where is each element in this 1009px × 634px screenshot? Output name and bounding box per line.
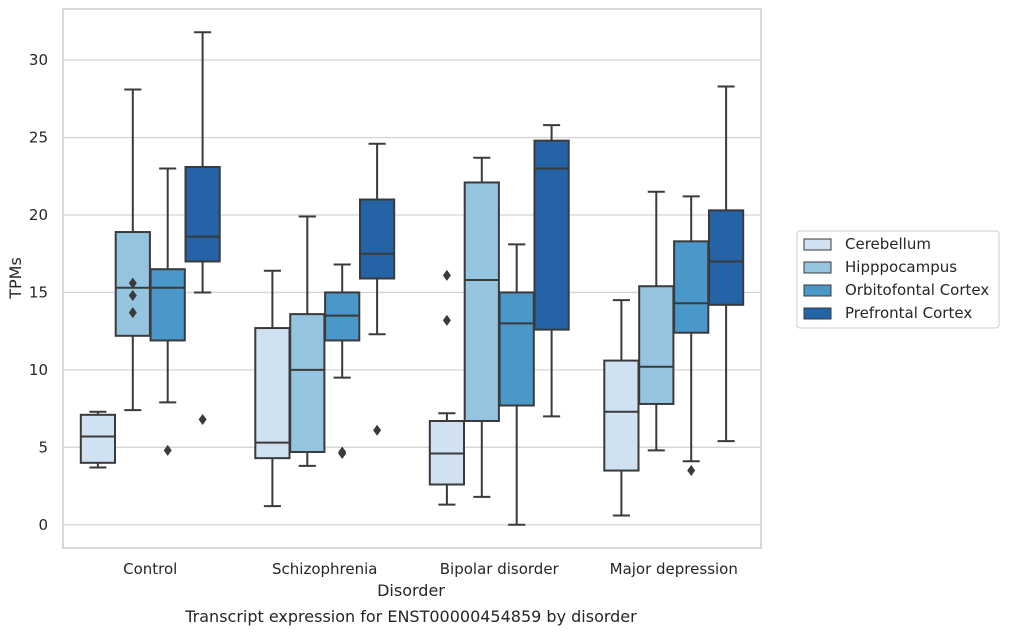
y-tick-label: 15 [29,283,48,301]
legend-swatch [803,307,832,320]
y-tick-label: 30 [29,51,48,69]
box-iqr [79,413,117,464]
box-prefrontal-cortex-control [184,31,221,425]
x-tick-label: Major depression [610,560,738,578]
x-axis-label: Disorder [377,581,445,600]
box-prefrontal-cortex-major-depression [707,85,745,443]
box-orbitofontal-cortex-bipolar-disorder [498,243,535,526]
legend-label: Prefrontal Cortex [845,304,972,322]
legend-box [796,230,1000,329]
box-iqr [498,291,535,407]
outlier-point [373,424,382,436]
outlier-point [198,413,207,425]
y-axis-label: TPMs [6,257,25,300]
box-cerebellum-major-depression [603,299,640,517]
legend-label: Hipppocampus [845,258,957,276]
legend-label: Cerebellum [845,235,931,253]
plot-frame [62,8,762,549]
x-tick-label: Schizophrenia [272,560,377,578]
outlier-point [128,290,137,302]
box-iqr [184,165,221,263]
box-orbitofontal-cortex-control [149,167,186,456]
chart-caption: Transcript expression for ENST0000045485… [184,607,637,626]
box-iqr [638,285,675,405]
outlier-point [687,465,696,477]
y-tick-label: 10 [29,361,48,379]
outlier-point [442,269,451,281]
box-iqr [533,139,570,331]
box-hipppocampus-schizophrenia [289,215,326,467]
legend: Cerebellum Hipppocampus Orbitofontal Corte… [796,230,1000,329]
outlier-point [442,314,451,326]
box-cerebellum-control [79,410,117,469]
box-hipppocampus-major-depression [638,190,675,452]
x-tick-label: Bipolar disorder [440,560,560,578]
y-tick-label: 5 [38,438,48,456]
box-iqr [673,240,710,334]
y-tick-label: 20 [29,206,48,224]
box-iqr [707,209,745,306]
box-iqr [254,327,291,460]
box-iqr [358,198,396,280]
outlier-point [128,307,137,319]
plot-area: 0 5 10 15 20 25 30 Control Schizophrenia Bipolar … [29,8,762,578]
box-orbitofontal-cortex-schizophrenia [324,263,361,460]
x-tick-label: Control [123,560,177,578]
y-tick-label: 25 [29,129,48,147]
box-cerebellum-schizophrenia [254,269,291,508]
legend-swatch [803,284,832,297]
box-cerebellum-bipolar-disorder [428,269,466,506]
outlier-point [338,446,347,458]
box-hipppocampus-control [114,88,151,412]
box-orbitofontal-cortex-major-depression [673,195,710,477]
legend-label: Orbitofontal Cortex [845,281,989,299]
y-tick-label: 0 [38,516,48,534]
box-iqr [149,268,186,342]
outlier-point [128,277,137,289]
box-prefrontal-cortex-bipolar-disorder [533,124,570,418]
box-iqr [289,313,326,453]
legend-swatch [803,261,832,274]
legend-swatch [803,238,832,251]
box-hipppocampus-bipolar-disorder [463,156,500,498]
outlier-point [163,444,172,456]
box-iqr [603,359,640,472]
box-iqr [463,181,500,422]
box-prefrontal-cortex-schizophrenia [358,142,396,436]
